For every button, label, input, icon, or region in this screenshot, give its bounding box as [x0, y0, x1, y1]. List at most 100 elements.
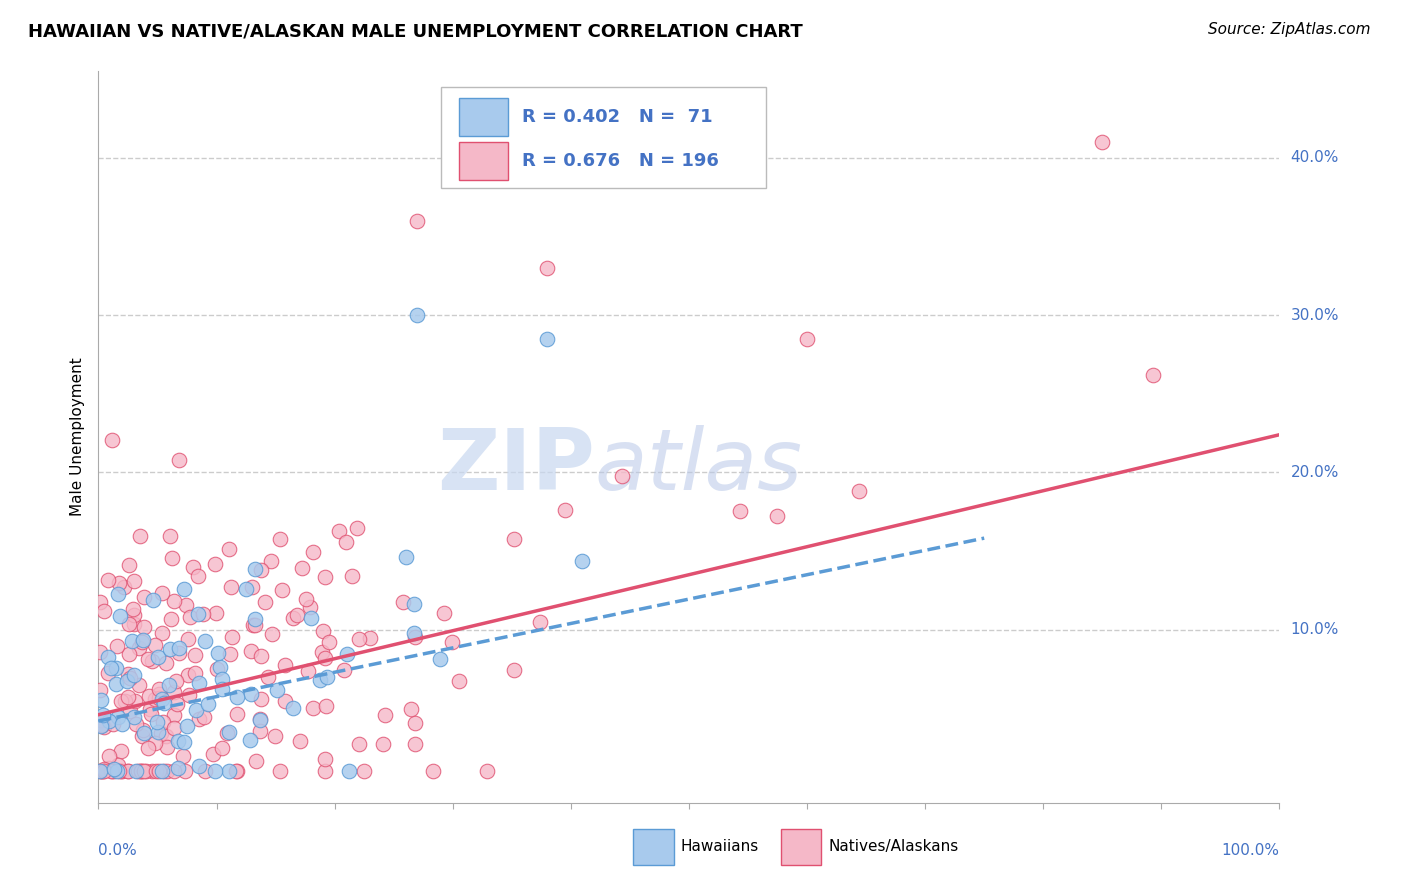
Text: 100.0%: 100.0%: [1222, 843, 1279, 858]
Point: [93, 707, 115, 722]
Point: [124, 693, 146, 707]
Point: [108, 764, 131, 779]
Point: [120, 671, 142, 685]
Point: [256, 670, 278, 684]
Point: [181, 559, 204, 574]
Point: [318, 634, 340, 648]
Point: [218, 648, 240, 662]
Point: [157, 678, 180, 692]
Point: [98, 748, 121, 763]
Text: R = 0.402   N =  71: R = 0.402 N = 71: [523, 108, 713, 127]
Point: [150, 692, 173, 706]
Point: [166, 734, 188, 748]
Text: Source: ZipAtlas.com: Source: ZipAtlas.com: [1208, 22, 1371, 37]
Point: [136, 652, 159, 666]
Point: [250, 563, 273, 577]
Point: [131, 730, 153, 744]
Point: [250, 692, 273, 706]
FancyBboxPatch shape: [441, 87, 766, 188]
Point: [134, 764, 156, 779]
Point: [89, 645, 111, 659]
Point: [266, 683, 288, 698]
Point: [221, 580, 243, 594]
Point: [314, 651, 336, 665]
Point: [337, 764, 360, 779]
Point: [129, 764, 152, 779]
Point: [143, 638, 166, 652]
Point: [1091, 135, 1114, 149]
Point: [301, 701, 323, 715]
Point: [554, 502, 576, 516]
Point: [167, 453, 190, 467]
Point: [177, 688, 200, 702]
Point: [89, 595, 111, 609]
Point: [148, 691, 170, 706]
Point: [404, 716, 426, 731]
Point: [260, 554, 283, 568]
Point: [207, 662, 229, 676]
FancyBboxPatch shape: [458, 98, 508, 136]
Point: [335, 535, 357, 549]
Point: [374, 707, 396, 722]
Point: [340, 568, 363, 582]
Point: [120, 704, 142, 718]
Point: [155, 656, 177, 670]
Point: [128, 640, 150, 655]
Point: [404, 737, 426, 751]
Point: [283, 611, 305, 625]
Point: [285, 608, 308, 623]
Point: [107, 587, 129, 601]
Point: [208, 659, 231, 673]
Point: [245, 562, 267, 576]
Point: [242, 617, 264, 632]
Point: [93, 604, 115, 618]
Point: [314, 764, 336, 779]
Point: [211, 672, 233, 686]
Point: [149, 726, 172, 740]
Point: [138, 689, 160, 703]
Point: [159, 642, 181, 657]
Point: [281, 701, 304, 715]
Point: [188, 759, 211, 773]
Point: [121, 602, 143, 616]
Point: [728, 503, 751, 517]
Point: [766, 509, 789, 524]
Point: [610, 469, 633, 483]
Point: [373, 737, 395, 751]
Point: [110, 764, 132, 779]
Point: [260, 627, 283, 641]
Point: [187, 675, 209, 690]
Point: [301, 611, 323, 625]
Point: [204, 557, 226, 571]
Text: R = 0.676   N = 196: R = 0.676 N = 196: [523, 153, 720, 170]
Point: [226, 706, 249, 721]
Point: [406, 308, 429, 322]
Point: [249, 713, 271, 727]
Point: [187, 607, 209, 622]
Text: 20.0%: 20.0%: [1291, 465, 1339, 480]
Point: [105, 764, 128, 779]
Point: [108, 609, 131, 624]
Point: [146, 724, 169, 739]
Point: [143, 736, 166, 750]
Point: [197, 697, 219, 711]
Point: [129, 764, 152, 779]
Point: [148, 764, 170, 779]
Point: [536, 332, 558, 346]
Point: [406, 214, 429, 228]
Point: [118, 647, 141, 661]
Text: 30.0%: 30.0%: [1291, 308, 1339, 323]
Point: [174, 764, 197, 779]
Point: [347, 632, 370, 646]
Point: [254, 595, 277, 609]
Point: [269, 532, 291, 546]
Point: [176, 719, 198, 733]
Point: [107, 709, 129, 723]
Text: Hawaiians: Hawaiians: [681, 839, 759, 855]
Point: [183, 648, 205, 663]
Point: [250, 648, 273, 663]
Point: [193, 710, 215, 724]
Point: [117, 690, 139, 704]
Point: [503, 533, 526, 547]
Point: [235, 582, 257, 597]
